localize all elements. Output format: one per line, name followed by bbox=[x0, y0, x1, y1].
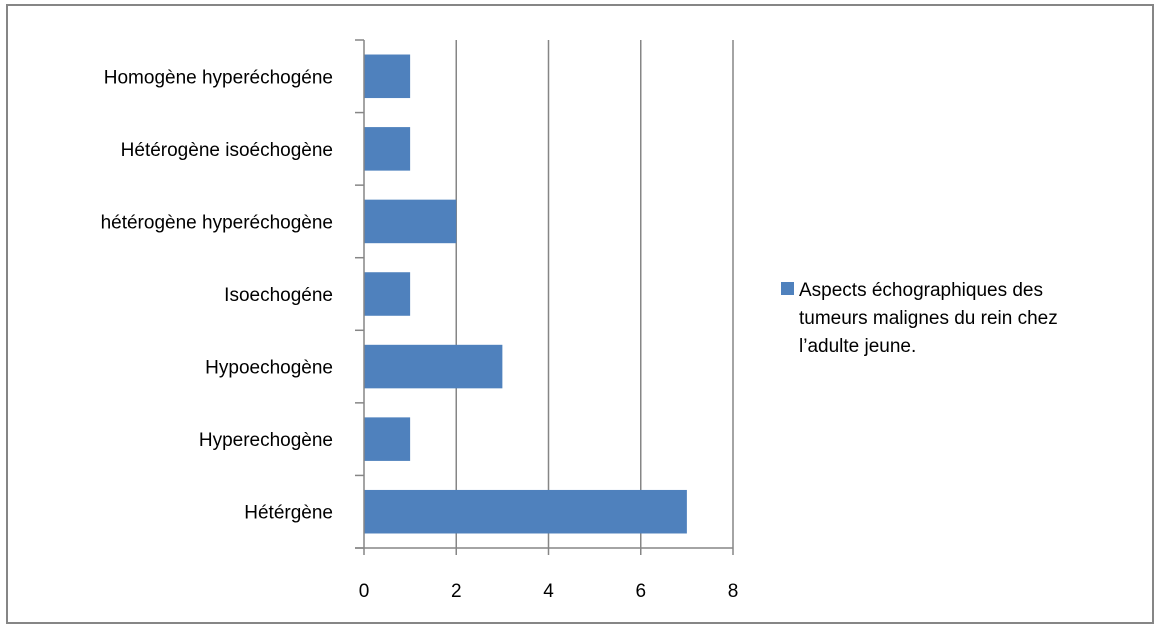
category-label-2: hétérogène hyperéchogène bbox=[101, 212, 333, 233]
category-label-0: Homogène hyperéchogéne bbox=[104, 67, 333, 88]
legend-label-line-1: tumeurs malignes du rein chez bbox=[799, 308, 1058, 329]
category-label-3: Isoechogéne bbox=[224, 285, 333, 306]
bar-5 bbox=[364, 417, 411, 461]
category-label-4: Hypoechogène bbox=[205, 358, 333, 379]
bar-3 bbox=[364, 272, 411, 316]
legend-label-line-2: l’adulte jeune. bbox=[799, 336, 916, 357]
bar-2 bbox=[364, 199, 457, 244]
legend-swatch bbox=[781, 282, 794, 295]
axes bbox=[355, 39, 734, 555]
x-tick-label-3: 6 bbox=[635, 581, 646, 602]
category-label-5: Hyperechogène bbox=[199, 430, 333, 451]
bar-0 bbox=[364, 54, 411, 99]
bar-6 bbox=[364, 489, 687, 534]
legend: Aspects échographiques des tumeurs malign… bbox=[781, 280, 1058, 357]
category-label-6: Hétérgène bbox=[244, 503, 333, 524]
x-tick-label-4: 8 bbox=[728, 581, 739, 602]
bars bbox=[364, 54, 687, 534]
legend-label-line-0: Aspects échographiques des bbox=[799, 280, 1043, 301]
x-tick-label-1: 2 bbox=[451, 581, 462, 602]
gridlines bbox=[455, 40, 734, 548]
labels: 0 2 4 6 8 Homogène hyperéchogéne Hétérogène is… bbox=[101, 67, 739, 602]
x-tick-label-2: 4 bbox=[543, 581, 554, 602]
bar-1 bbox=[364, 127, 411, 171]
x-tick-label-0: 0 bbox=[359, 581, 370, 602]
category-label-1: Hétérogène isoéchogène bbox=[121, 140, 333, 161]
bar-4 bbox=[364, 344, 503, 389]
